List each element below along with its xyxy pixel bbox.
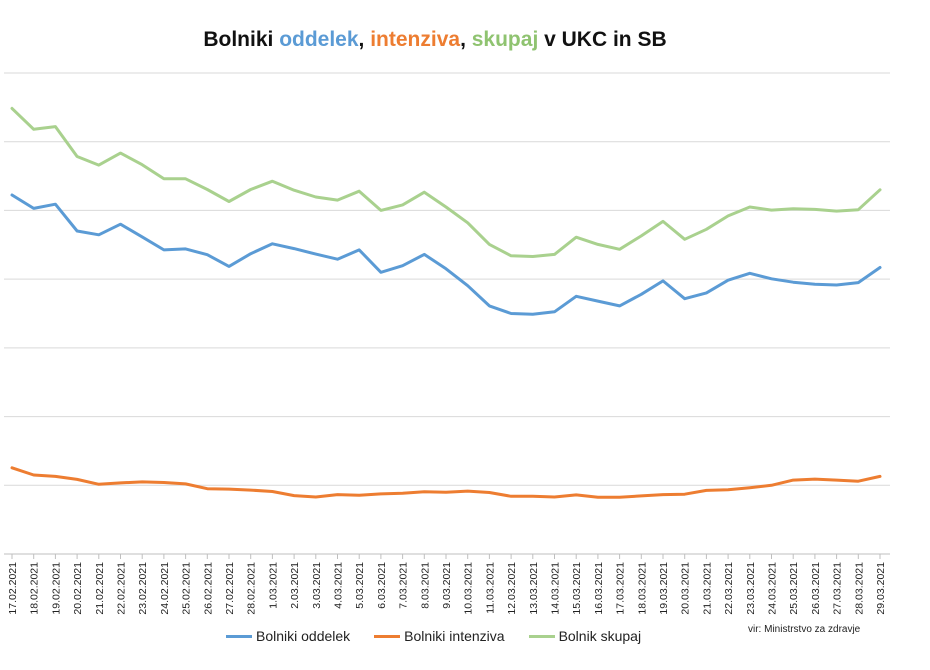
x-tick-label: 8.03.2021 (419, 562, 431, 609)
series-line-skupaj (10, 106, 882, 258)
series-line-oddelek (10, 193, 882, 316)
legend-swatch-skupaj (528, 634, 555, 638)
legend-label-intenziva: Bolniki intenziva (404, 628, 505, 644)
x-tick-label: 17.02.2021 (7, 562, 19, 615)
x-tick-label: 6.03.2021 (376, 562, 388, 609)
x-tick-label: 27.03.2021 (832, 562, 844, 615)
x-tick-label: 24.02.2021 (159, 562, 171, 615)
legend-item-skupaj: Bolnik skupaj (528, 628, 642, 644)
x-tick-label: 27.02.2021 (224, 562, 236, 615)
x-tick-label: 21.03.2021 (701, 562, 713, 615)
x-tick-label: 18.03.2021 (636, 562, 648, 615)
x-tick-label: 15.03.2021 (571, 562, 583, 615)
chart-title-sep1: , (358, 28, 371, 51)
source-note: vir: Ministrstvo za zdravje (748, 624, 861, 635)
legend-swatch-oddelek (226, 634, 252, 638)
series-line-intenziva (10, 466, 882, 499)
x-tick-label: 25.02.2021 (181, 562, 193, 615)
x-tick-label: 4.03.2021 (333, 562, 345, 609)
x-tick-label: 26.02.2021 (202, 562, 214, 615)
chart-title-oddelek: oddelek (279, 28, 359, 51)
x-tick-label: 25.03.2021 (788, 562, 800, 615)
x-tick-label: 22.02.2021 (116, 562, 128, 615)
chart-title: Bolniki oddelek, intenziva, skupaj v UKC… (0, 28, 870, 52)
x-tick-label: 14.03.2021 (550, 562, 562, 615)
gridlines (4, 72, 890, 486)
x-tick-label: 22.03.2021 (723, 562, 735, 615)
legend-label-skupaj: Bolnik skupaj (558, 628, 642, 644)
x-tick-label: 18.02.2021 (29, 562, 41, 615)
chart-title-part1: Bolniki (203, 28, 280, 51)
x-tick-label: 11.03.2021 (484, 562, 496, 614)
x-tick-label: 20.02.2021 (72, 562, 84, 615)
x-tick-label: 9.03.2021 (441, 562, 453, 609)
x-tick-label: 19.03.2021 (658, 562, 670, 615)
x-tick-label: 13.03.2021 (528, 562, 540, 615)
legend-item-intenziva: Bolniki intenziva (374, 628, 505, 644)
x-tick-label: 5.03.2021 (354, 562, 366, 609)
x-tick-label: 20.03.2021 (680, 562, 692, 615)
x-tick-label: 17.03.2021 (615, 562, 627, 615)
x-tick-label: 28.02.2021 (246, 562, 258, 615)
x-tick-label: 19.02.2021 (50, 562, 62, 615)
x-tick-label: 26.03.2021 (810, 562, 822, 615)
x-tick-label: 23.02.2021 (137, 562, 149, 615)
x-tick-label: 1.03.2021 (267, 562, 279, 609)
series-lines (10, 106, 882, 499)
x-tick-label: 10.03.2021 (463, 562, 475, 615)
x-tick-label: 12.03.2021 (506, 562, 518, 615)
legend: Bolniki oddelek Bolniki intenziva Bolnik… (226, 628, 665, 644)
chart-title-part2: v UKC in SB (538, 28, 667, 51)
x-tick-label: 24.03.2021 (767, 562, 779, 615)
x-tick-label: 28.03.2021 (853, 562, 865, 615)
x-axis: 17.02.2021 18.02.2021 19.02.2021 20.02.2021… (4, 553, 890, 615)
legend-swatch-intenziva (374, 634, 401, 638)
chart-title-sep2: , (460, 28, 472, 51)
legend-label-oddelek: Bolniki oddelek (256, 628, 351, 644)
x-tick-label: 23.03.2021 (745, 562, 757, 615)
x-tick-label: 21.02.2021 (94, 562, 106, 615)
legend-item-oddelek: Bolniki oddelek (226, 628, 350, 644)
x-tick-label: 7.03.2021 (398, 562, 410, 609)
x-tick-label: 2.03.2021 (289, 562, 301, 609)
x-tick-label: 3.03.2021 (311, 562, 323, 609)
x-tick-label: 16.03.2021 (593, 562, 605, 615)
chart-title-skupaj: skupaj (471, 28, 539, 51)
x-tick-label: 29.03.2021 (875, 562, 887, 615)
chart-title-intenziva: intenziva (370, 28, 461, 51)
